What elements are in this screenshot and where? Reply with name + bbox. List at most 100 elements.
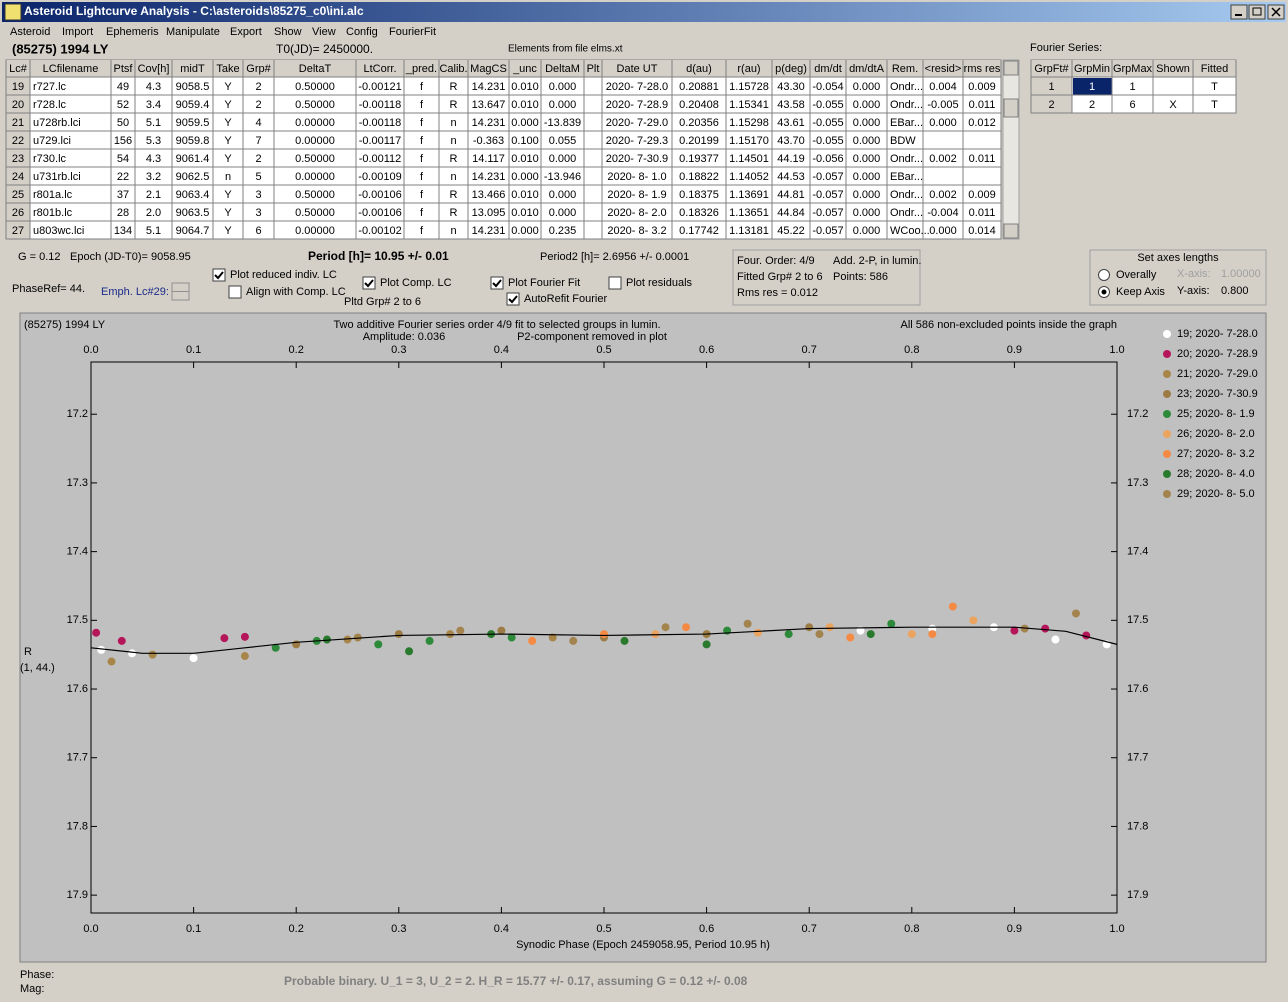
table-cell: 5: [255, 171, 261, 183]
data-point: [661, 623, 670, 632]
column-header: Ptsf: [114, 63, 134, 75]
table-cell: 0.20881: [679, 81, 719, 93]
table-cell: Y: [224, 189, 232, 201]
table-cell: 23: [12, 153, 24, 165]
table-cell: 21: [12, 117, 24, 129]
menu-item[interactable]: Show: [274, 26, 302, 38]
menu-item[interactable]: Manipulate: [166, 26, 220, 38]
table-cell: Ondr...: [890, 153, 923, 165]
x-tick-label: 0.5: [596, 923, 611, 935]
checkbox[interactable]: [506, 292, 520, 306]
table-cell: 0.000: [853, 99, 881, 111]
menu-item[interactable]: Asteroid: [10, 26, 50, 38]
column-header: Cov[h]: [138, 63, 170, 75]
table-cell: 0.235: [549, 225, 577, 237]
table-cell: 22: [117, 171, 129, 183]
max-button[interactable]: [1248, 4, 1266, 20]
table-cell: 13.095: [472, 207, 506, 219]
data-point: [743, 619, 752, 628]
table-cell: f: [420, 135, 424, 147]
epoch: Epoch (JD-T0)= 9058.95: [70, 251, 191, 263]
data-point: [620, 636, 629, 645]
checkbox[interactable]: [362, 276, 376, 290]
x-tick-label: 0.2: [289, 923, 304, 935]
table-cell: -0.057: [812, 225, 843, 237]
table-cell: -0.056: [812, 153, 843, 165]
table-cell: 7: [255, 135, 261, 147]
data-point: [815, 630, 824, 639]
x-tick-label: 0.1: [186, 923, 201, 935]
table-cell: 9064.7: [176, 225, 210, 237]
table-cell: 2020- 7-29.0: [606, 117, 668, 129]
scroll-thumb[interactable]: [1003, 98, 1019, 118]
y-tick-label-right: 17.5: [1127, 614, 1148, 626]
table-cell: 1.15298: [729, 117, 769, 129]
table-cell: 0.19377: [679, 153, 719, 165]
table-cell: 14.231: [472, 225, 506, 237]
table-cell: R: [450, 207, 458, 219]
y-tick-label: 17.9: [67, 889, 88, 901]
scroll-up[interactable]: [1003, 60, 1019, 76]
table-cell: 0.000: [853, 117, 881, 129]
data-point: [702, 640, 711, 649]
close-glyph: [1271, 7, 1281, 17]
table-cell: 2: [1089, 99, 1095, 111]
x-axis-label: X-axis:: [1177, 268, 1211, 280]
table-cell: 37: [117, 189, 129, 201]
column-header: d(au): [686, 63, 712, 75]
table-cell: 0.000: [549, 99, 577, 111]
table-cell: 14.231: [472, 117, 506, 129]
table-cell: 0.50000: [295, 189, 335, 201]
legend-label: 27; 2020- 8- 3.2: [1177, 448, 1255, 460]
table-cell: r801b.lc: [33, 207, 73, 219]
check-mark: [508, 295, 518, 304]
column-header: Fitted: [1201, 63, 1229, 75]
table-cell: 5.1: [146, 225, 161, 237]
window-buttons[interactable]: [1230, 4, 1285, 20]
table-cell: 22: [12, 135, 24, 147]
checkbox[interactable]: [228, 285, 242, 299]
menu-item[interactable]: Ephemeris: [106, 26, 159, 38]
table-cell: 0.011: [969, 207, 996, 219]
table-cell: 0.000: [853, 171, 881, 183]
scroll-down[interactable]: [1003, 223, 1019, 239]
table-cell: 44.81: [777, 189, 805, 201]
table-cell: f: [420, 117, 424, 129]
min-button[interactable]: [1230, 4, 1248, 20]
table-cell: 28: [117, 207, 129, 219]
legend-marker: [1163, 390, 1171, 398]
table-cell: WCoo...: [890, 225, 930, 237]
table-cell: 0.000: [549, 153, 577, 165]
menu-item[interactable]: Import: [62, 26, 93, 38]
table-cell: 0.50000: [295, 81, 335, 93]
data-point: [569, 636, 578, 645]
radio[interactable]: [1098, 269, 1110, 281]
data-point: [1051, 635, 1060, 644]
table-cell: 2020- 8- 1.0: [607, 171, 666, 183]
table-cell: 52: [117, 99, 129, 111]
table-cell: 0.010: [511, 153, 539, 165]
y-axis-subtitle: (1, 44.): [20, 662, 55, 674]
column-header: Take: [216, 63, 239, 75]
table-cell: R: [450, 99, 458, 111]
selected-cell[interactable]: [1073, 78, 1112, 95]
menu-item[interactable]: Export: [230, 26, 262, 38]
column-header: LtCorr.: [363, 63, 396, 75]
table-cell: 0.18822: [679, 171, 719, 183]
table-cell: 2020- 8- 1.9: [607, 189, 666, 201]
table-cell: -0.055: [812, 117, 843, 129]
table-cell: 0.000: [853, 81, 881, 93]
legend-label: 28; 2020- 8- 4.0: [1177, 468, 1255, 480]
menu-item[interactable]: FourierFit: [389, 26, 436, 38]
checkbox[interactable]: [212, 268, 226, 282]
checkbox[interactable]: [490, 276, 504, 290]
table-cell: EBar...: [890, 171, 923, 183]
scrollbar[interactable]: [1002, 59, 1020, 240]
menu-item[interactable]: View: [312, 26, 336, 38]
data-point: [456, 626, 465, 635]
data-point: [651, 630, 660, 639]
menu-item[interactable]: Config: [346, 26, 378, 38]
checkbox[interactable]: [608, 276, 622, 290]
table-cell: 9063.4: [176, 189, 210, 201]
table-cell: 13.466: [472, 189, 506, 201]
